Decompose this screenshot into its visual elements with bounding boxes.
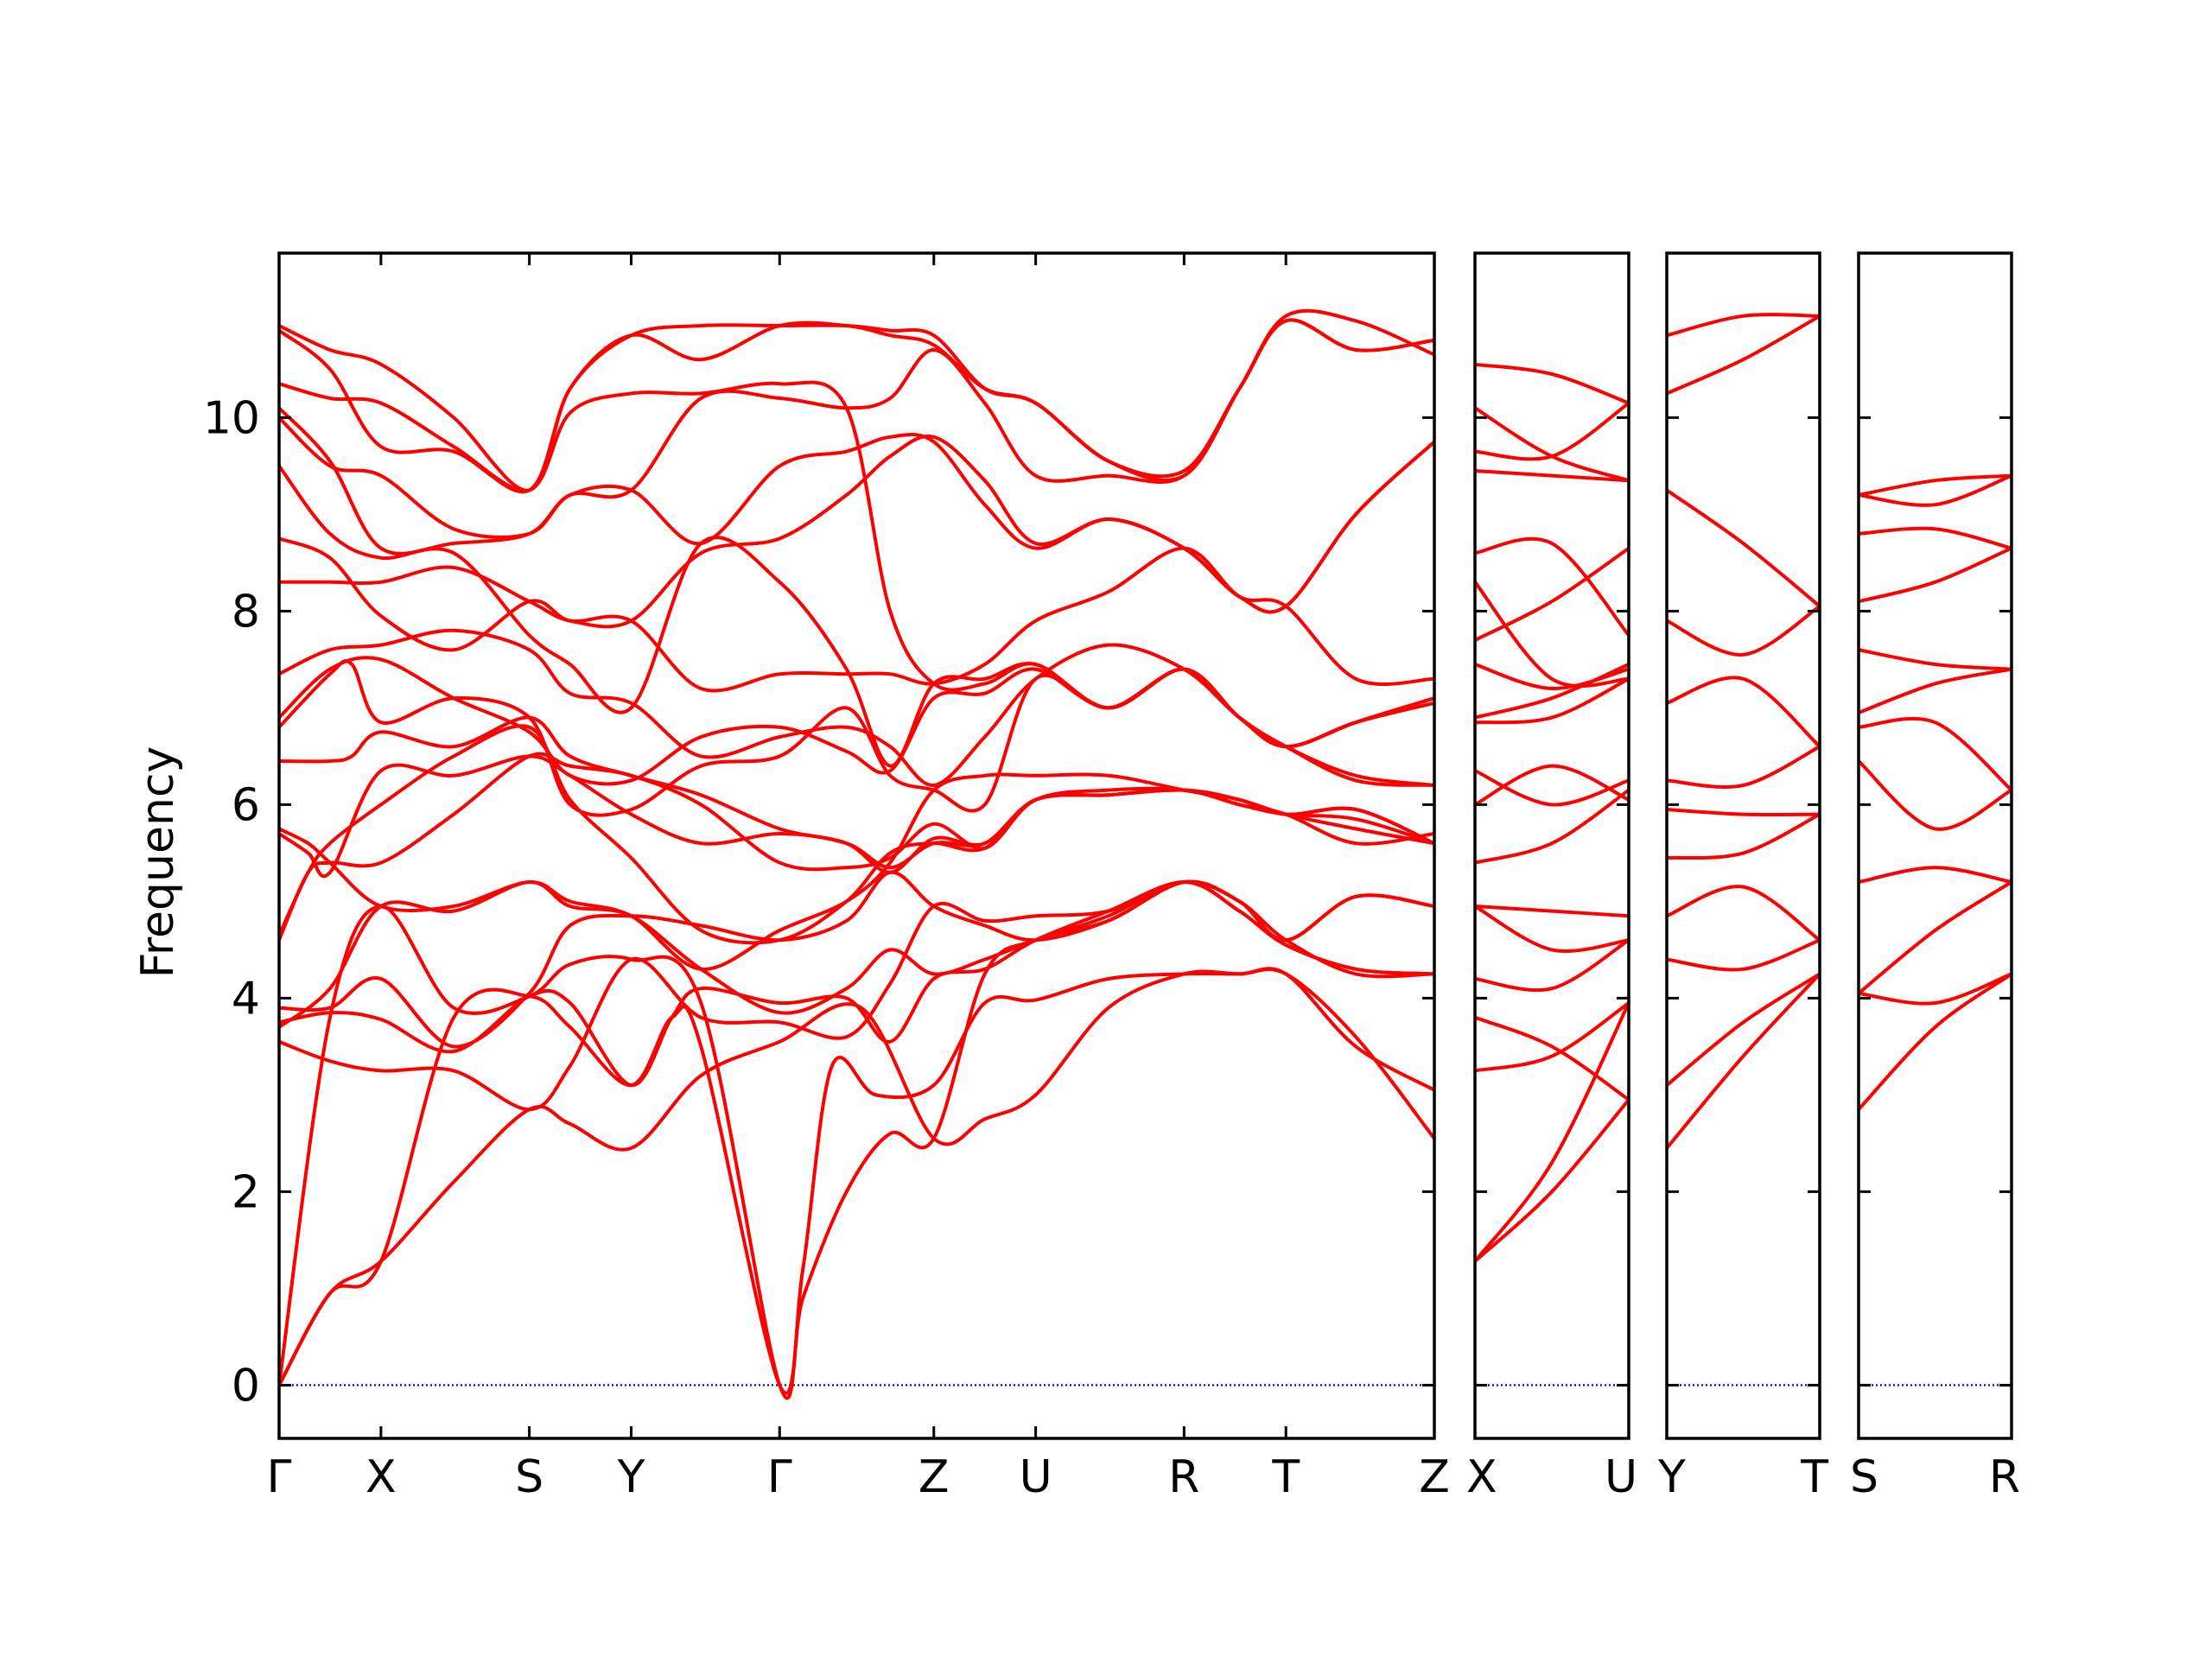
x-tick-label: R bbox=[1168, 1451, 1199, 1503]
band-line-15 bbox=[279, 628, 1434, 787]
panel-frame bbox=[1665, 251, 1821, 1440]
y-tick-label: 6 bbox=[232, 779, 260, 831]
band-line-20 bbox=[1475, 362, 1629, 405]
band-line-4 bbox=[1859, 866, 2012, 884]
band-line-9 bbox=[279, 724, 1434, 945]
band-line-3 bbox=[1475, 1001, 1629, 1073]
band-line-12 bbox=[1475, 663, 1629, 720]
x-tick-label: S bbox=[515, 1451, 543, 1503]
band-line-3 bbox=[279, 879, 1434, 1400]
band-line-16 bbox=[1475, 536, 1629, 638]
band-line-18 bbox=[279, 464, 1434, 768]
panel-frame bbox=[1857, 251, 2013, 1440]
band-line-1 bbox=[1475, 1098, 1629, 1263]
band-group bbox=[1667, 313, 1820, 1150]
band-line-14 bbox=[279, 656, 1434, 787]
band-line-23 bbox=[279, 308, 1434, 492]
band-line-1 bbox=[1859, 972, 2012, 1112]
panel-frame bbox=[1473, 251, 1630, 1440]
band-group bbox=[1859, 473, 2012, 1112]
y-axis-label: Frequency bbox=[132, 746, 184, 979]
band-line-8 bbox=[1859, 648, 2012, 671]
x-tick-label: Z bbox=[1419, 1451, 1450, 1503]
band-line-11 bbox=[1859, 473, 2012, 507]
x-tick-label: Y bbox=[1657, 1451, 1686, 1503]
band-line-9 bbox=[1859, 546, 2012, 604]
band-line-2 bbox=[1859, 972, 2012, 1006]
band-line-2 bbox=[1667, 972, 1820, 1088]
x-tick-label: X bbox=[1466, 1451, 1497, 1503]
band-line-18 bbox=[1475, 401, 1629, 461]
band-line-12 bbox=[1667, 313, 1820, 338]
band-line-19 bbox=[279, 416, 1434, 614]
band-line-11 bbox=[1475, 676, 1629, 725]
band-line-6 bbox=[1667, 808, 1820, 816]
x-tick-label: T bbox=[1800, 1451, 1828, 1503]
band-line-14 bbox=[1475, 546, 1629, 642]
x-tick-label: Z bbox=[918, 1451, 950, 1503]
band-line-7 bbox=[1859, 667, 2012, 714]
panel-1: Γ X S Y Γ Z U R T Z 0 2 4 6 8 10 bbox=[203, 251, 1450, 1503]
y-tick-label: 10 bbox=[203, 392, 260, 444]
band-line-9 bbox=[1667, 604, 1820, 657]
x-tick-label: Γ bbox=[267, 1451, 292, 1503]
band-line-5 bbox=[1667, 812, 1820, 860]
band-line-4 bbox=[1475, 1015, 1629, 1101]
band-line-17 bbox=[1475, 469, 1629, 483]
band-line-10 bbox=[1859, 526, 2012, 550]
band-line-3 bbox=[1859, 880, 2012, 995]
band-line-10 bbox=[1667, 488, 1820, 608]
band-group bbox=[1475, 362, 1629, 1263]
band-line-3 bbox=[1667, 938, 1820, 972]
x-tick-label: U bbox=[1020, 1451, 1052, 1503]
band-line-2 bbox=[1475, 1001, 1629, 1263]
band-group bbox=[279, 308, 1434, 1400]
band-line-5 bbox=[1859, 759, 2012, 831]
band-line-12 bbox=[279, 715, 1434, 874]
x-tick-label: R bbox=[1989, 1451, 2020, 1503]
band-line-1 bbox=[1667, 972, 1820, 1150]
y-tick-label: 8 bbox=[232, 586, 260, 638]
band-line-13 bbox=[1475, 663, 1629, 691]
band-line-8 bbox=[1475, 788, 1629, 865]
x-tick-label: U bbox=[1605, 1451, 1637, 1503]
x-tick-label: X bbox=[365, 1451, 397, 1503]
band-line-16 bbox=[279, 546, 1434, 693]
band-line-7 bbox=[279, 879, 1434, 1029]
x-tick-label: T bbox=[1271, 1451, 1300, 1503]
band-line-7 bbox=[1475, 904, 1629, 918]
band-line-4 bbox=[1667, 885, 1820, 943]
band-line-11 bbox=[1667, 314, 1820, 396]
band-line-5 bbox=[1475, 938, 1629, 993]
band-line-8 bbox=[1667, 676, 1820, 749]
x-tick-label: Γ bbox=[767, 1451, 792, 1503]
x-tick-label: S bbox=[1850, 1451, 1878, 1503]
band-line-15 bbox=[1475, 580, 1629, 689]
band-line-10 bbox=[279, 772, 1434, 971]
band-line-10 bbox=[1475, 769, 1629, 807]
y-tick-label: 0 bbox=[232, 1360, 260, 1412]
panel-frame bbox=[277, 251, 1436, 1440]
band-line-7 bbox=[1667, 745, 1820, 789]
band-line-19 bbox=[1475, 406, 1629, 483]
band-line-12 bbox=[1859, 473, 2012, 497]
x-tick-label: Y bbox=[617, 1451, 645, 1503]
y-tick-label: 4 bbox=[232, 973, 260, 1025]
y-tick-label: 2 bbox=[232, 1166, 260, 1218]
band-line-6 bbox=[1475, 904, 1629, 953]
band-line-6 bbox=[1859, 716, 2012, 792]
band-line-6 bbox=[279, 870, 1434, 1049]
